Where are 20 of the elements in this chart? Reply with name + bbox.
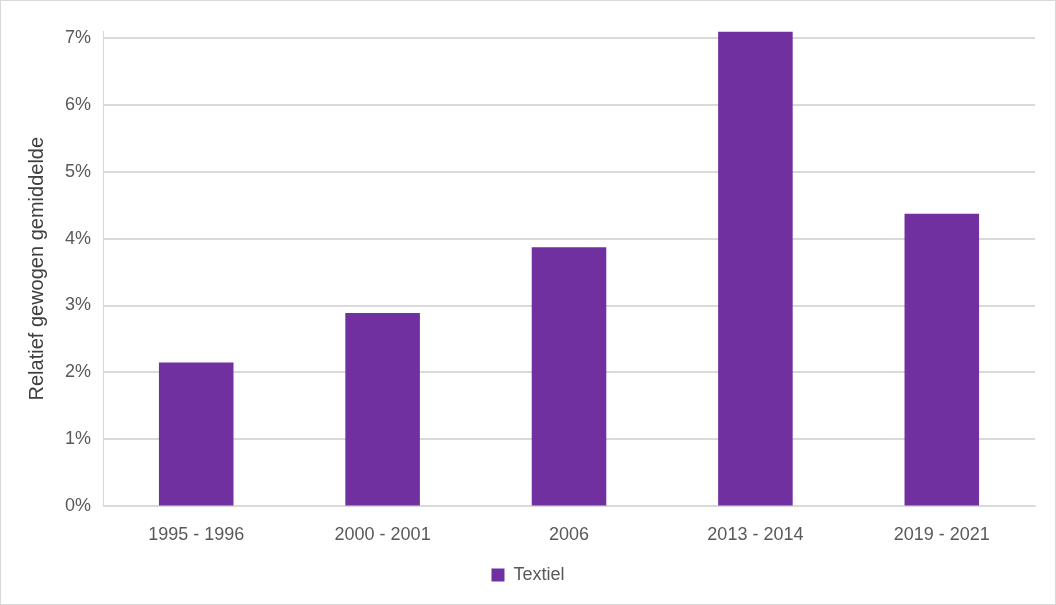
y-tick-label: 6% [65,93,92,114]
y-tick-label: 1% [65,428,92,449]
y-tick-label: 4% [65,227,92,248]
bar [718,31,793,506]
bar [531,247,607,506]
y-tick-label: 3% [65,294,92,315]
x-tick-label: 2019 - 2021 [893,524,990,545]
y-tick-label: 0% [65,495,92,516]
bar [158,362,234,506]
legend-label: Textiel [513,563,565,584]
x-tick-label: 2006 [548,524,590,545]
bar [904,213,980,506]
bar [345,312,420,506]
x-tick-label: 1995 - 1996 [148,524,245,545]
y-axis-title: Relatief gewogen gemiddelde [24,136,47,401]
y-tick-label: 5% [65,160,92,181]
x-tick-label: 2013 - 2014 [707,524,804,545]
y-tick-label: 7% [65,26,92,47]
x-tick-label: 2000 - 2001 [334,524,431,545]
y-tick-label: 2% [65,361,92,382]
